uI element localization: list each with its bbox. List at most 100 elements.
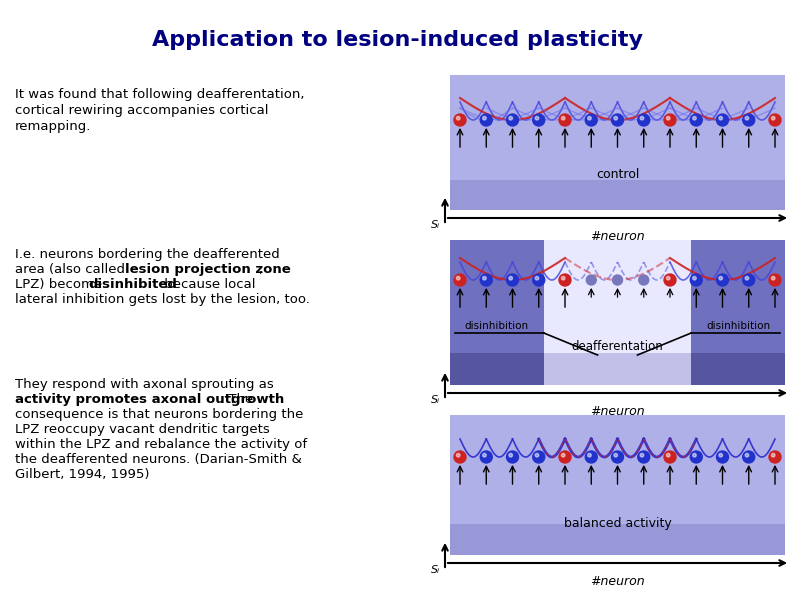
Circle shape xyxy=(559,451,571,463)
Text: balanced activity: balanced activity xyxy=(564,517,672,530)
FancyBboxPatch shape xyxy=(544,240,692,385)
Circle shape xyxy=(533,114,545,126)
Circle shape xyxy=(664,451,676,463)
Circle shape xyxy=(614,453,618,457)
Text: LPZ reoccupy vacant dendritic targets: LPZ reoccupy vacant dendritic targets xyxy=(15,423,270,436)
Circle shape xyxy=(533,274,545,286)
Circle shape xyxy=(561,117,565,120)
Circle shape xyxy=(719,453,723,457)
Circle shape xyxy=(480,451,492,463)
Circle shape xyxy=(483,117,486,120)
Circle shape xyxy=(769,451,781,463)
Circle shape xyxy=(666,117,670,120)
Text: Sᵢ: Sᵢ xyxy=(431,220,440,230)
Circle shape xyxy=(769,114,781,126)
Circle shape xyxy=(483,453,486,457)
Text: lesion projection zone: lesion projection zone xyxy=(125,263,291,276)
Text: because local: because local xyxy=(160,278,256,291)
Circle shape xyxy=(611,114,623,126)
Circle shape xyxy=(745,117,749,120)
Circle shape xyxy=(561,277,565,280)
Circle shape xyxy=(666,277,670,280)
FancyBboxPatch shape xyxy=(450,353,544,385)
Circle shape xyxy=(719,117,723,120)
Circle shape xyxy=(507,114,518,126)
Circle shape xyxy=(561,453,565,457)
Circle shape xyxy=(772,277,775,280)
Circle shape xyxy=(638,451,649,463)
Text: remapping.: remapping. xyxy=(15,120,91,133)
Circle shape xyxy=(480,274,492,286)
Circle shape xyxy=(742,451,755,463)
FancyBboxPatch shape xyxy=(450,180,785,210)
Circle shape xyxy=(772,117,775,120)
Text: disinhibited: disinhibited xyxy=(88,278,177,291)
FancyBboxPatch shape xyxy=(450,240,544,385)
Circle shape xyxy=(585,451,597,463)
Circle shape xyxy=(588,453,592,457)
Circle shape xyxy=(614,117,618,120)
Text: #neuron: #neuron xyxy=(590,230,645,243)
Circle shape xyxy=(509,453,512,457)
Text: Gilbert, 1994, 1995): Gilbert, 1994, 1995) xyxy=(15,468,149,481)
FancyBboxPatch shape xyxy=(692,353,785,385)
Circle shape xyxy=(586,275,596,285)
Circle shape xyxy=(454,114,466,126)
Circle shape xyxy=(719,277,723,280)
Circle shape xyxy=(692,277,696,280)
Text: Sᵢ: Sᵢ xyxy=(431,395,440,405)
Circle shape xyxy=(535,117,539,120)
Circle shape xyxy=(742,114,755,126)
Text: the deafferented neurons. (Darian-Smith &: the deafferented neurons. (Darian-Smith … xyxy=(15,453,302,466)
Text: ,: , xyxy=(258,263,262,276)
Circle shape xyxy=(535,277,539,280)
Circle shape xyxy=(559,274,571,286)
Circle shape xyxy=(666,453,670,457)
Circle shape xyxy=(664,274,676,286)
Circle shape xyxy=(716,114,729,126)
Text: area (also called: area (also called xyxy=(15,263,129,276)
Circle shape xyxy=(507,274,518,286)
FancyBboxPatch shape xyxy=(450,415,785,555)
Circle shape xyxy=(533,451,545,463)
FancyBboxPatch shape xyxy=(450,75,785,210)
Circle shape xyxy=(772,453,775,457)
Text: activity promotes axonal outgrowth: activity promotes axonal outgrowth xyxy=(15,393,284,406)
Text: Application to lesion-induced plasticity: Application to lesion-induced plasticity xyxy=(152,30,642,50)
Circle shape xyxy=(690,451,702,463)
Circle shape xyxy=(690,114,702,126)
Circle shape xyxy=(745,277,749,280)
Circle shape xyxy=(483,277,486,280)
Text: They respond with axonal sprouting as: They respond with axonal sprouting as xyxy=(15,378,274,391)
Circle shape xyxy=(769,274,781,286)
Circle shape xyxy=(692,117,696,120)
Circle shape xyxy=(535,453,539,457)
Text: cortical rewiring accompanies cortical: cortical rewiring accompanies cortical xyxy=(15,104,268,117)
Text: It was found that following deafferentation,: It was found that following deafferentat… xyxy=(15,88,305,101)
Text: within the LPZ and rebalance the activity of: within the LPZ and rebalance the activit… xyxy=(15,438,307,451)
Circle shape xyxy=(457,117,460,120)
Circle shape xyxy=(559,114,571,126)
Circle shape xyxy=(638,114,649,126)
Text: disinhibition: disinhibition xyxy=(464,321,529,331)
Circle shape xyxy=(612,275,622,285)
Text: consequence is that neurons bordering the: consequence is that neurons bordering th… xyxy=(15,408,303,421)
Circle shape xyxy=(507,451,518,463)
FancyBboxPatch shape xyxy=(692,240,785,385)
Circle shape xyxy=(611,451,623,463)
Text: LPZ) become: LPZ) become xyxy=(15,278,106,291)
Text: control: control xyxy=(596,168,639,181)
Circle shape xyxy=(509,117,512,120)
Text: disinhibition: disinhibition xyxy=(706,321,770,331)
Text: . The: . The xyxy=(220,393,253,406)
Text: #neuron: #neuron xyxy=(590,575,645,588)
Circle shape xyxy=(585,114,597,126)
Circle shape xyxy=(638,275,649,285)
Text: #neuron: #neuron xyxy=(590,405,645,418)
Circle shape xyxy=(716,274,729,286)
Circle shape xyxy=(480,114,492,126)
Text: I.e. neurons bordering the deafferented: I.e. neurons bordering the deafferented xyxy=(15,248,279,261)
Circle shape xyxy=(640,117,644,120)
Circle shape xyxy=(664,114,676,126)
Circle shape xyxy=(690,274,702,286)
